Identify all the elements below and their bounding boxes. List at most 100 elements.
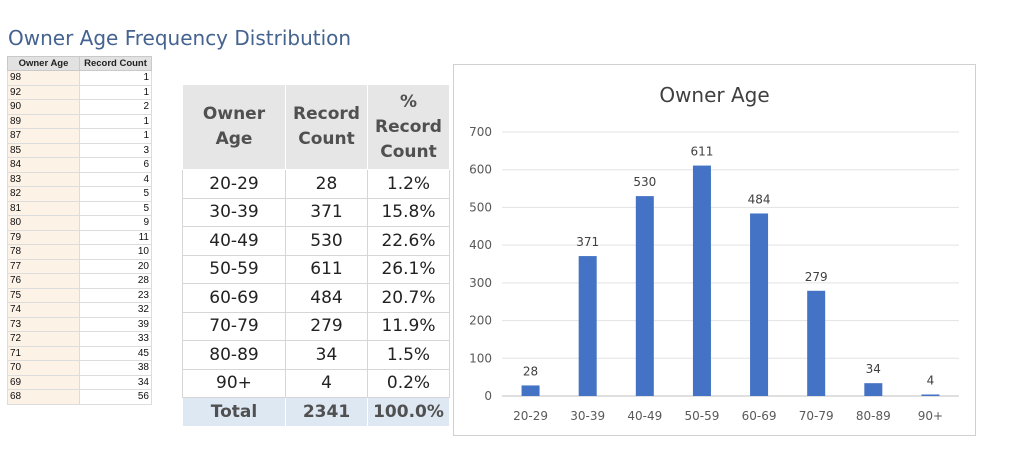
raw-cell-record-count[interactable]: 10 [79,244,152,260]
summary-header-percent[interactable]: % Record Count [367,84,450,170]
summary-cell-age-range[interactable]: 30-39 [182,197,286,227]
raw-cell-owner-age[interactable]: 83 [7,171,80,187]
summary-cell-percent[interactable]: 0.2% [367,368,450,398]
summary-cell-age-range[interactable]: 50-59 [182,254,286,284]
raw-cell-owner-age[interactable]: 89 [7,113,80,129]
raw-table-row: 98 1 [7,70,152,86]
raw-table-row: 69 34 [7,374,152,390]
summary-cell-age-range[interactable]: 70-79 [182,311,286,341]
raw-cell-owner-age[interactable]: 85 [7,142,80,158]
page-title: Owner Age Frequency Distribution [8,26,352,50]
raw-cell-record-count[interactable]: 39 [79,316,152,332]
summary-cell-record-count[interactable]: 4 [285,368,368,398]
raw-cell-record-count[interactable]: 6 [79,157,152,173]
data-label: 28 [523,364,538,378]
raw-cell-owner-age[interactable]: 76 [7,273,80,289]
summary-cell-age-range[interactable]: 90+ [182,368,286,398]
raw-cell-record-count[interactable]: 34 [79,374,152,390]
summary-cell-age-range[interactable]: 60-69 [182,283,286,313]
raw-cell-record-count[interactable]: 28 [79,273,152,289]
data-label: 484 [748,192,771,206]
summary-row: 80-89 34 1.5% [182,340,450,370]
raw-cell-record-count[interactable]: 32 [79,302,152,318]
raw-cell-record-count[interactable]: 20 [79,258,152,274]
raw-cell-owner-age[interactable]: 84 [7,157,80,173]
raw-cell-record-count[interactable]: 56 [79,389,152,405]
raw-header-owner-age[interactable]: Owner Age [7,56,80,71]
x-tick-label: 30-39 [570,409,605,423]
summary-header-record-count[interactable]: Record Count [285,84,368,170]
bar [864,383,883,396]
summary-table: Owner Age Record Count % Record Count 20… [182,84,450,427]
x-tick-label: 60-69 [742,409,777,423]
summary-cell-age-range[interactable]: 20-29 [182,169,286,199]
raw-cell-owner-age[interactable]: 79 [7,229,80,245]
raw-cell-record-count[interactable]: 23 [79,287,152,303]
raw-cell-owner-age[interactable]: 90 [7,99,80,115]
raw-cell-record-count[interactable]: 9 [79,215,152,231]
summary-cell-percent[interactable]: 15.8% [367,197,450,227]
y-tick-label: 300 [469,276,492,290]
summary-cell-record-count[interactable]: 611 [285,254,368,284]
summary-total-count[interactable]: 2341 [285,397,368,427]
raw-cell-owner-age[interactable]: 69 [7,374,80,390]
raw-cell-owner-age[interactable]: 70 [7,360,80,376]
raw-cell-record-count[interactable]: 4 [79,171,152,187]
summary-cell-percent[interactable]: 20.7% [367,283,450,313]
raw-cell-record-count[interactable]: 1 [79,128,152,144]
raw-cell-owner-age[interactable]: 72 [7,331,80,347]
raw-cell-owner-age[interactable]: 98 [7,70,80,86]
bar [521,385,540,396]
summary-cell-age-range[interactable]: 40-49 [182,226,286,256]
raw-cell-owner-age[interactable]: 81 [7,200,80,216]
summary-cell-record-count[interactable]: 279 [285,311,368,341]
summary-cell-percent[interactable]: 11.9% [367,311,450,341]
summary-cell-record-count[interactable]: 28 [285,169,368,199]
raw-cell-record-count[interactable]: 2 [79,99,152,115]
raw-cell-record-count[interactable]: 3 [79,142,152,158]
raw-cell-record-count[interactable]: 5 [79,200,152,216]
raw-cell-owner-age[interactable]: 78 [7,244,80,260]
raw-table-row: 85 3 [7,142,152,158]
raw-table-row: 71 45 [7,345,152,361]
raw-cell-owner-age[interactable]: 75 [7,287,80,303]
raw-cell-owner-age[interactable]: 92 [7,84,80,100]
raw-cell-record-count[interactable]: 11 [79,229,152,245]
summary-cell-record-count[interactable]: 34 [285,340,368,370]
raw-cell-record-count[interactable]: 1 [79,70,152,86]
raw-cell-owner-age[interactable]: 80 [7,215,80,231]
raw-cell-owner-age[interactable]: 87 [7,128,80,144]
summary-total-percent[interactable]: 100.0% [367,397,450,427]
summary-cell-percent[interactable]: 1.5% [367,340,450,370]
raw-cell-record-count[interactable]: 5 [79,186,152,202]
bar [750,213,769,396]
raw-header-record-count[interactable]: Record Count [79,56,152,71]
raw-cell-owner-age[interactable]: 71 [7,345,80,361]
chart-frame[interactable]: Owner Age 0 100 200 300 400 500 600 700 28 20-29 3… [453,64,976,436]
y-tick-label: 0 [484,389,492,403]
summary-total-label[interactable]: Total [182,397,286,427]
raw-cell-record-count[interactable]: 1 [79,84,152,100]
summary-cell-percent[interactable]: 1.2% [367,169,450,199]
raw-cell-record-count[interactable]: 45 [79,345,152,361]
summary-cell-percent[interactable]: 22.6% [367,226,450,256]
raw-cell-record-count[interactable]: 1 [79,113,152,129]
summary-cell-record-count[interactable]: 371 [285,197,368,227]
summary-cell-age-range[interactable]: 80-89 [182,340,286,370]
summary-cell-percent[interactable]: 26.1% [367,254,450,284]
raw-table-row: 83 4 [7,171,152,187]
summary-header-owner-age[interactable]: Owner Age [182,84,286,170]
y-tick-label: 400 [469,238,492,252]
raw-cell-owner-age[interactable]: 74 [7,302,80,318]
raw-cell-owner-age[interactable]: 82 [7,186,80,202]
raw-cell-owner-age[interactable]: 73 [7,316,80,332]
y-tick-label: 500 [469,200,492,214]
summary-cell-record-count[interactable]: 530 [285,226,368,256]
raw-cell-owner-age[interactable]: 77 [7,258,80,274]
summary-row: 90+ 4 0.2% [182,368,450,398]
summary-cell-record-count[interactable]: 484 [285,283,368,313]
bar [921,394,940,396]
raw-cell-record-count[interactable]: 38 [79,360,152,376]
raw-cell-owner-age[interactable]: 68 [7,389,80,405]
raw-cell-record-count[interactable]: 33 [79,331,152,347]
